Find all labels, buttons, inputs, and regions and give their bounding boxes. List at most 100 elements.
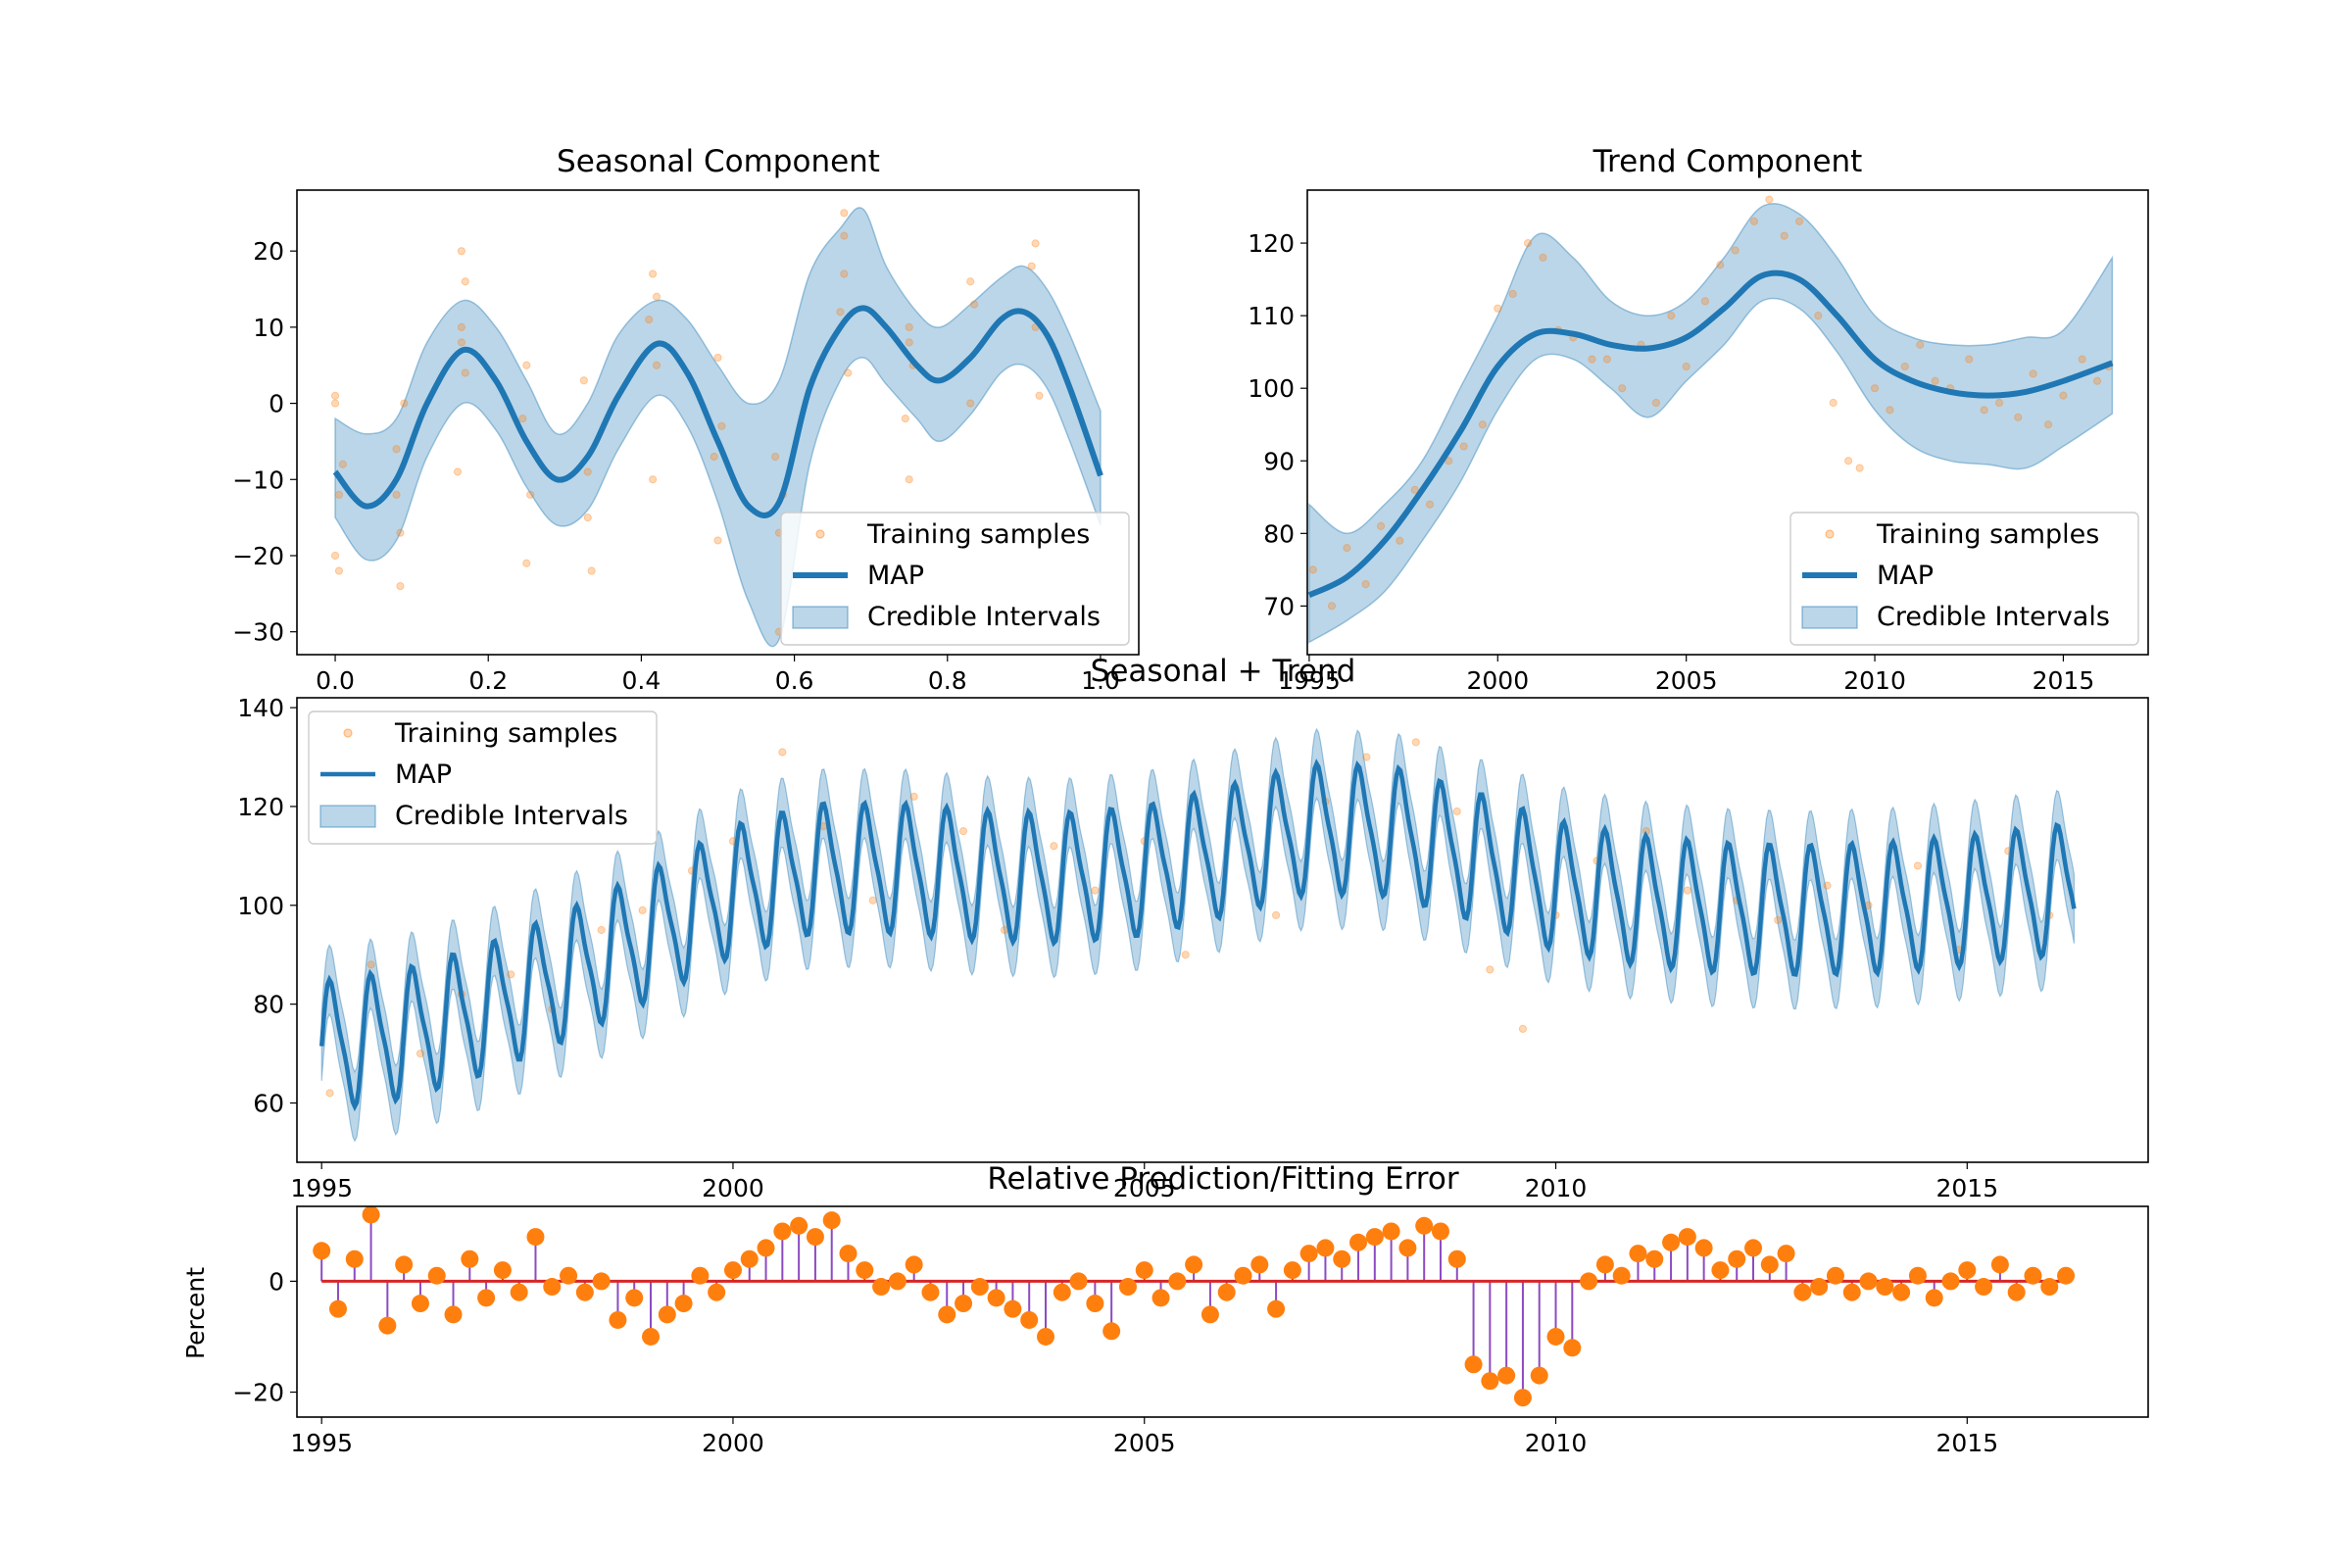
y-tick-label: 70 [1263,592,1295,620]
training-sample-point [1027,262,1036,270]
x-tick: 0.6 [775,655,814,695]
training-sample-point [840,270,849,278]
training-sample-point [416,1049,425,1058]
training-sample-point [1913,861,1923,870]
x-tick: 1995 [290,1162,353,1202]
y-tick: −20 [232,542,297,570]
training-sample-point [905,322,913,331]
legend-entry: Credible Intervals [867,602,1101,632]
error-marker [313,1242,331,1260]
error-marker [938,1305,956,1324]
error-marker [1530,1366,1548,1385]
training-sample-point [2014,413,2023,421]
y-tick-label: 100 [1248,374,1295,403]
error-marker [328,1299,347,1318]
error-marker [1513,1389,1532,1407]
training-sample-point [966,277,975,286]
legend-entry: Credible Intervals [395,801,628,831]
error-marker [345,1250,364,1268]
x-tick: 1.0 [1081,655,1120,695]
training-sample-point [1814,312,1823,320]
x-tick-label: 0.6 [775,666,814,695]
error-marker [1431,1222,1449,1241]
error-axes-frame [296,1205,2149,1418]
training-sample-point [1916,340,1925,349]
x-tick-label: 2015 [1936,1174,1998,1202]
training-sample-point [868,896,877,905]
y-tick-label: −20 [232,1379,284,1407]
error-marker [790,1216,808,1235]
error-marker [395,1255,414,1274]
x-tick-label: 0.2 [468,666,508,695]
error-marker [822,1211,841,1230]
training-sample-point [1035,391,1044,400]
training-sample-point [1091,886,1100,895]
training-sample-point [970,300,979,309]
training-sample-point [770,452,780,462]
x-tick: 0.4 [622,655,661,695]
training-sample-point [325,1089,334,1098]
y-tick: 90 [1263,447,1307,475]
y-tick-label: −30 [232,618,284,647]
training-sample-point [1780,231,1788,240]
x-tick-label: 2010 [1843,666,1906,695]
training-sample-point [461,368,469,377]
map-line [318,759,2077,1112]
error-marker [1793,1283,1812,1301]
x-tick: 2015 [2033,655,2094,695]
error-marker [1200,1305,1219,1324]
training-sample-point [638,906,647,914]
error-marker [1004,1299,1022,1318]
training-sample-point [836,308,845,317]
seasonal-plus-trend-panel: Seasonal + Trend 1995 2000 2005 2010 2015 60… [237,654,2149,1202]
y-tick-label: 60 [253,1089,284,1117]
training-sample-point [1855,464,1864,472]
error-marker [1185,1255,1203,1274]
error-marker [1053,1283,1071,1301]
legend-entry: MAP [867,561,924,591]
seasonal-y-axis: −30 −20 −10 0 10 20 [232,237,297,647]
error-marker [1497,1366,1516,1385]
error-marker [1349,1233,1368,1251]
training-sample-point [2078,355,2086,364]
training-sample-point [958,827,968,836]
training-sample-point [522,559,531,567]
training-sample-point [1749,217,1759,225]
error-marker [740,1250,759,1268]
training-sample-point [649,475,658,484]
training-sample-point [713,536,722,545]
y-tick-label: 140 [237,694,284,722]
legend-marker-samples [343,728,353,738]
y-tick-label: −20 [232,542,284,570]
training-sample-point [2059,391,2068,400]
error-marker [1118,1278,1137,1297]
error-marker [1925,1289,1943,1307]
error-y-axis: −20 0 [232,1267,297,1407]
combined-x-axis: 1995 2000 2005 2010 2015 [290,1162,1998,1202]
training-sample-point [1486,965,1494,974]
training-sample-point [334,566,344,575]
training-sample-point [1539,253,1547,262]
error-marker [773,1222,792,1241]
error-marker [378,1316,397,1335]
training-sample-point [2029,369,2037,378]
trend-x-axis: 1995 2000 2005 2010 2015 [1278,655,2094,695]
x-tick-label: 1995 [290,1174,353,1202]
error-marker [1744,1239,1763,1257]
x-tick: 2010 [1525,1417,1587,1457]
training-sample-point [1050,842,1058,851]
error-marker [1036,1327,1054,1346]
error-marker [1316,1239,1335,1257]
training-sample-point [1271,910,1281,919]
error-marker [1283,1261,1301,1280]
error-marker [1629,1245,1647,1263]
error-marker [1662,1233,1681,1251]
error-marker [493,1261,512,1280]
error-marker [1958,1261,1977,1280]
x-tick: 2000 [1466,655,1529,695]
x-tick: 2010 [1525,1162,1587,1202]
seasonal-axes-frame [296,189,1140,656]
training-sample-point [1602,355,1611,364]
y-tick: −20 [232,1379,297,1407]
